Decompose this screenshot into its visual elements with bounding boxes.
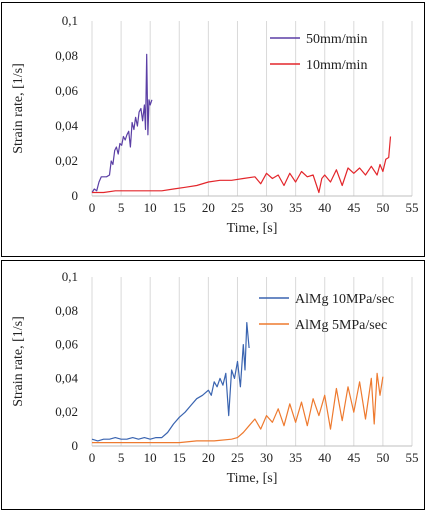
chart-panel-top: 0 5 10 15 20 25 30 35 40 45 50 55 0 0,02 0,04 0,06 0,08 0…: [1, 2, 425, 257]
c0-legend-label-1: 10mm/min: [306, 58, 367, 73]
c1-y-tick-label: 0,08: [55, 303, 78, 318]
c1-x-tick-label: 15: [173, 450, 186, 465]
c1-y-tick-label: 0,06: [55, 337, 78, 352]
c0-y-tick-label: 0,1: [62, 13, 78, 28]
c1-x-tick-label: 25: [231, 450, 244, 465]
c0-y-tick-label: 0,08: [55, 48, 78, 63]
c0-x-tick-label: 55: [406, 200, 419, 215]
c0-x-axis-title: Time, [s]: [227, 221, 278, 236]
c1-x-tick-label: 35: [289, 450, 302, 465]
c1-x-tick-label: 30: [260, 450, 273, 465]
c1-series-line-0: [91, 321, 250, 442]
c1-series-line-1: [92, 372, 384, 444]
c0-legend-label-0: 50mm/min: [306, 32, 367, 47]
chart-panel-bottom: 0 5 10 15 20 25 30 35 40 45 50 55 0 0,02 0,04 0,06 0,08 0…: [1, 260, 425, 510]
c0-x-tick-label: 25: [231, 200, 244, 215]
c0-y-tick-label: 0: [72, 188, 79, 203]
c1-x-tick-label: 55: [406, 450, 419, 465]
c1-legend-label-1: AlMg 5MPa/sec: [295, 318, 387, 333]
c0-x-tick-label: 5: [118, 200, 125, 215]
chart-top-svg: 0 5 10 15 20 25 30 35 40 45 50 55 0 0,02 0,04 0,06 0,08 0…: [11, 13, 419, 236]
c0-y-axis-title: Strain rate, [1/s]: [11, 63, 26, 154]
c0-y-tick-label: 0,04: [55, 118, 78, 133]
c1-x-tick-label: 10: [144, 450, 157, 465]
c0-series-line-0: [91, 53, 153, 193]
c0-y-tick-label: 0,06: [55, 83, 78, 98]
c1-y-tick-label: 0,02: [55, 404, 78, 419]
c1-x-tick-label: 45: [347, 450, 360, 465]
c0-x-tick-label: 45: [347, 200, 360, 215]
c0-series-line-1: [92, 136, 392, 194]
c1-x-tick-label: 0: [89, 450, 96, 465]
c0-x-tick-label: 10: [144, 200, 157, 215]
c0-x-tick-label: 15: [173, 200, 186, 215]
c1-x-tick-label: 20: [202, 450, 215, 465]
c1-x-tick-label: 50: [376, 450, 389, 465]
c0-x-tick-label: 20: [202, 200, 215, 215]
c0-y-tick-label: 0,02: [55, 153, 78, 168]
c0-x-tick-label: 50: [376, 200, 389, 215]
c1-y-tick-label: 0,1: [62, 269, 78, 284]
c0-x-tick-label: 30: [260, 200, 273, 215]
c1-legend-label-0: AlMg 10MPa/sec: [295, 292, 394, 307]
c1-x-axis-title: Time, [s]: [227, 471, 278, 486]
c0-x-tick-label: 40: [318, 200, 331, 215]
c1-x-tick-label: 40: [318, 450, 331, 465]
c0-x-tick-label: 0: [89, 200, 96, 215]
c1-y-tick-label: 0: [72, 438, 79, 453]
c1-y-axis-title: Strain rate, [1/s]: [11, 316, 26, 407]
c1-y-tick-label: 0,04: [55, 370, 78, 385]
c1-x-tick-label: 5: [118, 450, 125, 465]
chart-bottom-svg: 0 5 10 15 20 25 30 35 40 45 50 55 0 0,02 0,04 0,06 0,08 0…: [11, 269, 419, 486]
c0-x-tick-label: 35: [289, 200, 302, 215]
